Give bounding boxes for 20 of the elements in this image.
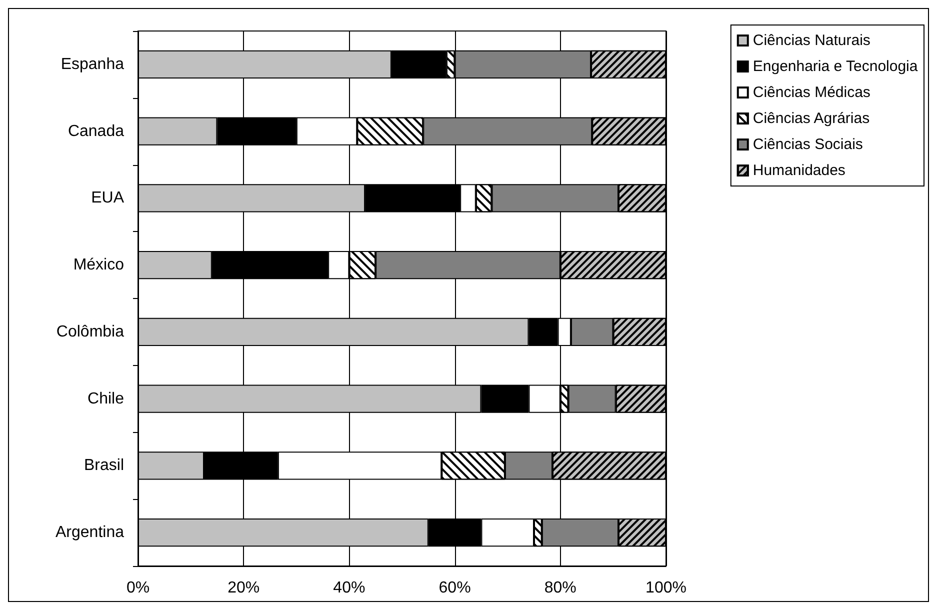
y-tick-label: Espanha: [60, 56, 124, 73]
x-tick-label: 100%: [646, 580, 686, 596]
legend-label: Ciências Sociais: [752, 136, 863, 153]
legend-label: Ciências Agrárias: [752, 110, 870, 127]
y-tick-label: Canada: [68, 122, 124, 140]
x-tick-label: 20%: [228, 580, 260, 596]
x-tick-label: 0%: [126, 580, 150, 596]
y-tick-label: EUA: [91, 190, 124, 207]
y-tick-label: Chile: [88, 390, 124, 408]
x-tick-label: 60%: [438, 580, 471, 596]
y-tick-label: Brasil: [84, 457, 124, 474]
x-tick-label: 40%: [333, 580, 366, 596]
legend-label: Ciências Médicas: [752, 84, 870, 101]
y-tick-label: Colômbia: [56, 323, 124, 340]
legend-label: Engenharia e Tecnologia: [752, 58, 918, 75]
legend-label: Humanidades: [752, 162, 846, 179]
legend-label: Ciências Naturais: [752, 32, 870, 49]
y-tick-label: Argentina: [56, 524, 124, 542]
y-tick-label: México: [73, 256, 124, 274]
x-tick-label: 80%: [544, 580, 576, 596]
